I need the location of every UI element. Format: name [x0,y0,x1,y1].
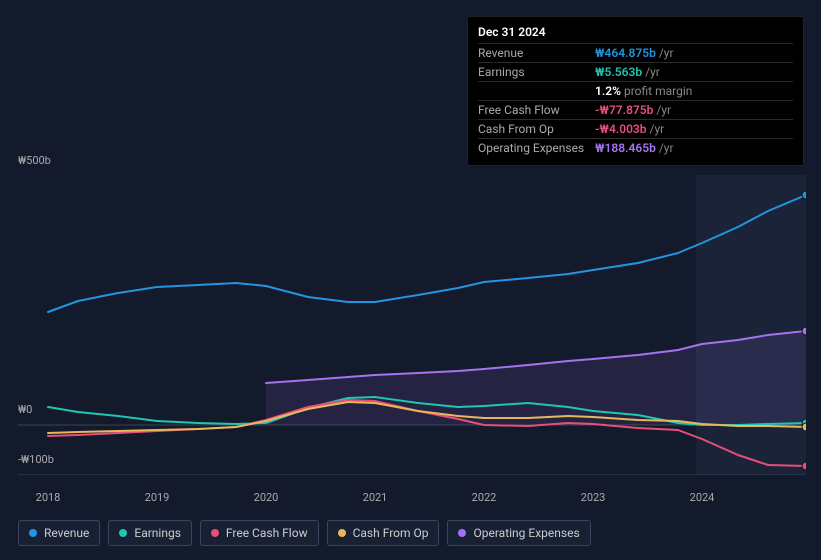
legend-item-cash-from-op[interactable]: Cash From Op [327,520,440,546]
x-axis: 2018201920202021202220232024 [18,477,806,497]
tooltip-row: Cash From Op-₩4.003b/yr [478,119,793,138]
chart-legend: Revenue Earnings Free Cash Flow Cash From O… [18,520,591,546]
x-axis-label: 2019 [145,491,170,504]
tooltip-row-unit: /yr [645,65,660,79]
tooltip-row-label: Cash From Op [478,122,595,136]
tooltip-row: Revenue₩464.875b/yr [478,43,793,62]
x-axis-label: 2022 [472,491,497,504]
tooltip-row-value: ₩464.875b [595,46,656,60]
tooltip-row: 1.2%profit margin [478,81,793,100]
financials-chart[interactable]: ₩500b₩0-₩100b 20182019202020212022202320… [18,160,806,480]
legend-item-earnings[interactable]: Earnings [108,520,192,546]
tooltip-row-label: Revenue [478,46,595,60]
x-axis-label: 2018 [36,491,61,504]
tooltip-row-label: Operating Expenses [478,141,595,155]
legend-label: Cash From Op [353,526,429,540]
tooltip-row-value: -₩77.875b [595,103,653,117]
tooltip-date: Dec 31 2024 [478,25,793,39]
x-axis-label: 2020 [254,491,279,504]
tooltip-row-label [478,84,595,98]
legend-label: Operating Expenses [473,526,579,540]
tooltip-row-value: ₩5.563b [595,65,642,79]
legend-color-dot [119,529,127,537]
legend-color-dot [29,529,37,537]
tooltip-row: Free Cash Flow-₩77.875b/yr [478,100,793,119]
legend-color-dot [458,529,466,537]
legend-label: Earnings [134,526,181,540]
tooltip-row-label: Earnings [478,65,595,79]
series-end-marker [802,327,806,335]
tooltip-row-label: Free Cash Flow [478,103,595,117]
tooltip-rows: Revenue₩464.875b/yrEarnings₩5.563b/yr1.2… [478,43,793,157]
series-end-marker [802,423,806,431]
legend-label: Free Cash Flow [226,526,308,540]
y-axis-label: ₩500b [18,154,51,167]
tooltip-row-unit: /yr [656,103,671,117]
legend-item-revenue[interactable]: Revenue [18,520,100,546]
legend-item-free-cash-flow[interactable]: Free Cash Flow [200,520,319,546]
tooltip-row-unit: profit margin [624,84,692,98]
legend-color-dot [211,529,219,537]
x-axis-label: 2023 [581,491,606,504]
chart-tooltip: Dec 31 2024 Revenue₩464.875b/yrEarnings₩… [467,16,804,166]
tooltip-row-value: 1.2% [595,84,621,98]
legend-color-dot [338,529,346,537]
plot-area [18,175,806,475]
x-axis-label: 2021 [363,491,388,504]
tooltip-row-value: ₩188.465b [595,141,656,155]
tooltip-row-unit: /yr [659,46,674,60]
legend-item-operating-expenses[interactable]: Operating Expenses [447,520,590,546]
tooltip-row-value: -₩4.003b [595,122,647,136]
x-axis-label: 2024 [690,491,715,504]
tooltip-row-unit: /yr [659,141,674,155]
legend-label: Revenue [44,526,89,540]
series-end-marker [802,462,806,470]
series-end-marker [802,191,806,199]
tooltip-row-unit: /yr [650,122,665,136]
tooltip-row: Earnings₩5.563b/yr [478,62,793,81]
series-line-revenue [48,195,806,312]
tooltip-row: Operating Expenses₩188.465b/yr [478,138,793,157]
